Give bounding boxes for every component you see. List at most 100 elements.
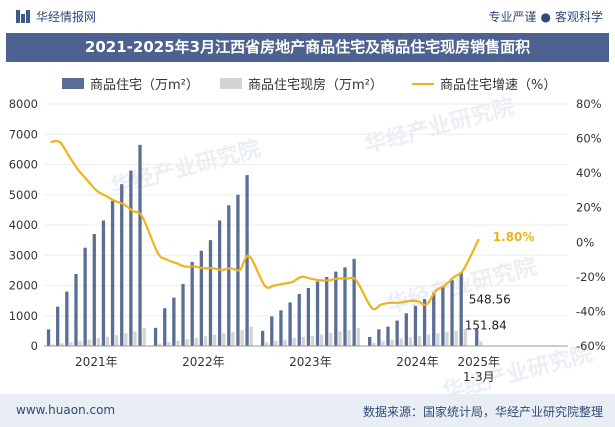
bar-series2 [240,330,244,346]
bar-series2 [50,344,55,346]
bar-series2 [445,332,449,346]
bar-series1 [172,297,176,346]
bar-series1 [450,280,454,346]
bar-series1 [138,144,142,346]
right-tick-label: -40% [576,304,606,318]
bar-series2 [133,331,137,346]
bar-series2 [329,332,333,346]
bar-series1 [441,286,445,346]
bar-series1 [386,326,390,346]
bar-series1 [110,200,115,346]
bar-series2 [185,339,189,346]
tagline-left: 专业严谨 [488,10,537,24]
bar-series1 [208,240,213,346]
bar-series1 [315,281,320,346]
bar-series2 [231,331,235,346]
footer-source: 数据来源：国家统计局，华经产业研究院整理 [362,405,603,419]
bar-series2 [347,330,351,346]
bar-series1 [190,261,194,346]
bar-series2 [436,333,440,346]
bar-series2 [381,341,385,346]
legend-item-bar2: 商品住宅现房（万m²） [220,74,383,93]
bar-series2 [96,338,101,346]
legend-swatch-bar1 [62,78,84,89]
bar-series1 [352,258,356,346]
bar-series1 [83,247,87,346]
right-tick-label: 40% [576,166,602,180]
bar-series2 [158,343,162,346]
bar-series1 [279,310,283,346]
x-tick-label: 1-3月 [463,370,495,384]
legend-swatch-bar2 [220,78,242,89]
right-tick-label: 20% [576,201,602,215]
bar-series1 [475,329,479,346]
bar-series2 [78,340,82,346]
bar-series2 [69,342,73,346]
legend-label-bar2: 商品住宅现房（万m²） [248,78,383,93]
bar-series2 [338,331,342,346]
bar-series1 [199,250,203,346]
legend-swatch-line [412,82,434,85]
legend-item-line: 商品住宅增速（%） [412,74,556,93]
bar-series2 [427,334,431,346]
bar-series2 [319,334,324,346]
bar-series2 [167,342,171,346]
bar-series2 [463,329,467,346]
left-tick-label: 1000 [9,309,38,323]
bar-series1 [56,306,60,346]
footer: www.huaon.com 数据来源：国家统计局，华经产业研究院整理 [0,394,615,427]
bar-series2 [356,327,360,346]
bar-series1 [395,320,399,346]
bar-series2 [310,335,315,346]
bar-series1 [422,299,427,346]
bar-series2 [194,337,198,346]
x-tick-label: 2021年 [75,355,118,369]
bar-series2 [390,339,394,346]
bar-series2 [142,327,146,346]
left-tick-label: 2000 [9,279,38,293]
bar-series2 [274,340,278,346]
right-tick-label: 80% [576,97,602,111]
bar-series2 [283,339,287,346]
right-tick-label: -60% [576,339,606,353]
bar-series1 [101,220,106,346]
x-tick-label: 2024年 [396,355,439,369]
bar-series2 [105,336,110,346]
bar-series1 [74,274,78,346]
bar-series2 [417,336,422,346]
legend-item-bar1: 商品住宅（万m²） [62,74,199,93]
left-tick-label: 7000 [9,127,38,141]
bar-series2 [399,338,403,346]
bar-series2 [212,334,217,346]
bar-series2 [176,340,180,346]
x-tick-label: 2023年 [289,355,332,369]
bar-series1 [377,329,381,346]
bar-series1 [270,316,274,346]
left-tick-label: 8000 [9,97,38,111]
bar-series1 [217,220,222,346]
left-tick-label: 0 [31,339,38,353]
bar-series1 [306,287,311,346]
bar-series2 [87,339,91,346]
bar-series1 [65,291,69,346]
right-tick-label: 60% [576,132,602,146]
bar-series1 [343,267,347,346]
bar-series1 [181,283,185,346]
bar-series1 [334,271,338,346]
bar-series2 [372,342,376,346]
brand-logo-icon [16,10,30,23]
bar-series1 [260,330,265,346]
bar-series1 [325,277,329,346]
line-data-label: 1.80% [493,230,535,244]
bar-series1 [153,327,158,346]
x-tick-label: 2025年 [458,355,501,369]
chart-svg: 0 1000 2000 3000 4000 5000 6000 7000 8000 -60% -40… [9,97,606,384]
bar-series2 [115,335,119,346]
bar-series1 [288,302,292,346]
tagline-dot-icon: ● [540,10,551,24]
bar-series1 [413,305,418,346]
tagline-right: 客观科学 [554,10,603,24]
footer-url[interactable]: www.huaon.com [16,403,116,417]
bar-series2 [265,342,269,346]
bar1-data-label: 548.56 [469,292,511,306]
